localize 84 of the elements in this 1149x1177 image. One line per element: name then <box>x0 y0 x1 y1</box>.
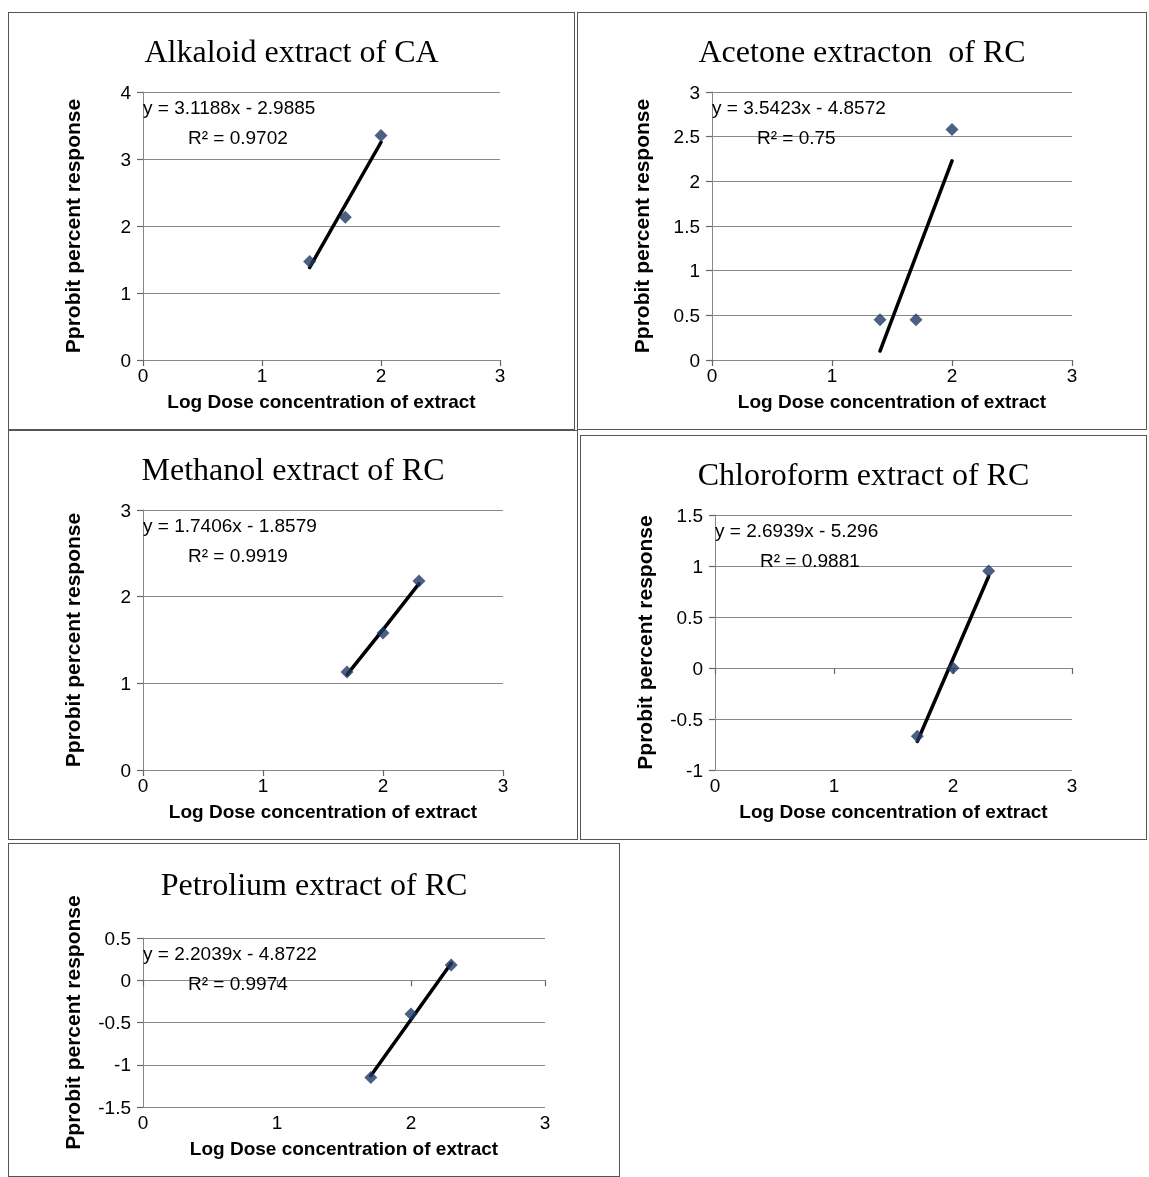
x-tick-label: 1 <box>256 365 268 386</box>
x-axis-title: Log Dose concentration of extract <box>189 1138 499 1159</box>
y-tick-label: -1.5 <box>98 1096 131 1118</box>
chart-title: Petrolium extract of RC <box>160 866 468 902</box>
annotation: R² = 0.9974 <box>188 973 289 994</box>
y-tick-label: 2.5 <box>673 126 700 148</box>
y-tick-label: 2 <box>120 586 131 608</box>
annotation: y = 3.1188x - 2.9885 <box>143 97 316 118</box>
chart-title: Chloroform extract of RC <box>697 456 1030 492</box>
x-tick-label: 1 <box>826 365 838 386</box>
y-tick-label: 1 <box>692 555 703 577</box>
y-tick-label: 1 <box>120 672 131 694</box>
y-tick-label: -1 <box>686 759 703 781</box>
annotation: y = 2.6939x - 5.296 <box>715 520 879 541</box>
chart-title: Methanol extract of RC <box>141 451 445 487</box>
y-tick-label: 3 <box>120 148 131 170</box>
x-tick-label: 3 <box>1066 365 1078 386</box>
x-tick-label: 3 <box>1066 775 1078 796</box>
x-tick-label: 3 <box>494 365 506 386</box>
point <box>946 661 960 675</box>
point <box>303 255 317 269</box>
point <box>444 958 458 972</box>
x-tick-label: 0 <box>137 365 149 386</box>
annotation: R² = 0.9702 <box>188 127 288 148</box>
chart-title: Alkaloid extract of CA <box>144 33 439 69</box>
y-axis-title: Pprobit percent response <box>632 515 656 770</box>
annotation: R² = 0.9919 <box>188 545 288 566</box>
y-tick-label: -0.5 <box>98 1012 131 1033</box>
y-tick-label: -0.5 <box>670 708 703 730</box>
y-tick-label: 0 <box>120 759 131 781</box>
point <box>364 1070 378 1084</box>
x-tick-label: 3 <box>497 775 509 796</box>
y-tick-label: 2 <box>689 170 700 192</box>
y-tick-label: 0 <box>692 657 703 679</box>
x-tick-label: 2 <box>946 365 958 386</box>
x-tick-label: 2 <box>405 1112 417 1133</box>
y-tick-label: 4 <box>120 81 132 103</box>
y-tick-label: 0 <box>689 349 700 371</box>
x-tick-label: 0 <box>137 1112 149 1133</box>
y-tick-label: 1.5 <box>673 215 700 237</box>
annotation: R² = 0.75 <box>757 127 836 148</box>
point <box>412 574 426 588</box>
annotation: y = 3.5423x - 4.8572 <box>712 97 886 118</box>
x-tick-label: 3 <box>539 1112 551 1133</box>
annotation: y = 2.2039x - 4.8722 <box>143 943 317 964</box>
x-tick-label: 0 <box>709 775 721 796</box>
x-tick-label: 1 <box>828 775 840 796</box>
x-axis-title: Log Dose concentration of extract <box>737 391 1047 412</box>
x-axis-title: Log Dose concentration of extract <box>739 801 1049 822</box>
x-tick-label: 2 <box>377 775 389 796</box>
x-axis-title: Log Dose concentration of extract <box>168 801 478 822</box>
y-tick-label: 0.5 <box>104 927 131 949</box>
x-tick-label: 1 <box>257 775 269 796</box>
y-tick-label: 3 <box>120 499 131 521</box>
x-tick-label: 2 <box>947 775 959 796</box>
y-tick-label: 1.5 <box>676 504 703 526</box>
x-tick-label: 0 <box>137 775 149 796</box>
y-axis-title: Pprobit percent response <box>60 895 84 1150</box>
y-tick-label: 0 <box>120 349 131 371</box>
point <box>374 129 388 143</box>
chart-title: Acetone extracton of RC <box>698 33 1026 69</box>
y-tick-label: 1 <box>689 260 700 282</box>
y-axis-title: Pprobit percent response <box>60 98 84 354</box>
annotation: y = 1.7406x - 1.8579 <box>143 515 317 536</box>
annotation: R² = 0.9881 <box>760 550 860 571</box>
point <box>340 665 354 679</box>
point <box>404 1007 418 1021</box>
point <box>338 210 352 224</box>
y-axis-title: Pprobit percent response <box>629 98 653 354</box>
y-tick-label: 0.5 <box>676 606 703 628</box>
y-tick-label: 0.5 <box>673 304 700 326</box>
y-tick-label: 2 <box>120 215 131 237</box>
y-axis-title: Pprobit percent response <box>60 512 84 768</box>
y-tick-label: 0 <box>120 969 131 991</box>
x-tick-label: 0 <box>706 365 718 386</box>
point <box>982 564 996 578</box>
x-tick-label: 1 <box>271 1112 283 1133</box>
y-tick-label: 1 <box>120 282 131 304</box>
point <box>910 729 924 743</box>
x-tick-label: 2 <box>375 365 387 386</box>
y-tick-label: 3 <box>689 81 700 103</box>
y-tick-label: -1 <box>114 1054 131 1076</box>
point <box>376 626 390 640</box>
x-axis-title: Log Dose concentration of extract <box>167 391 477 412</box>
